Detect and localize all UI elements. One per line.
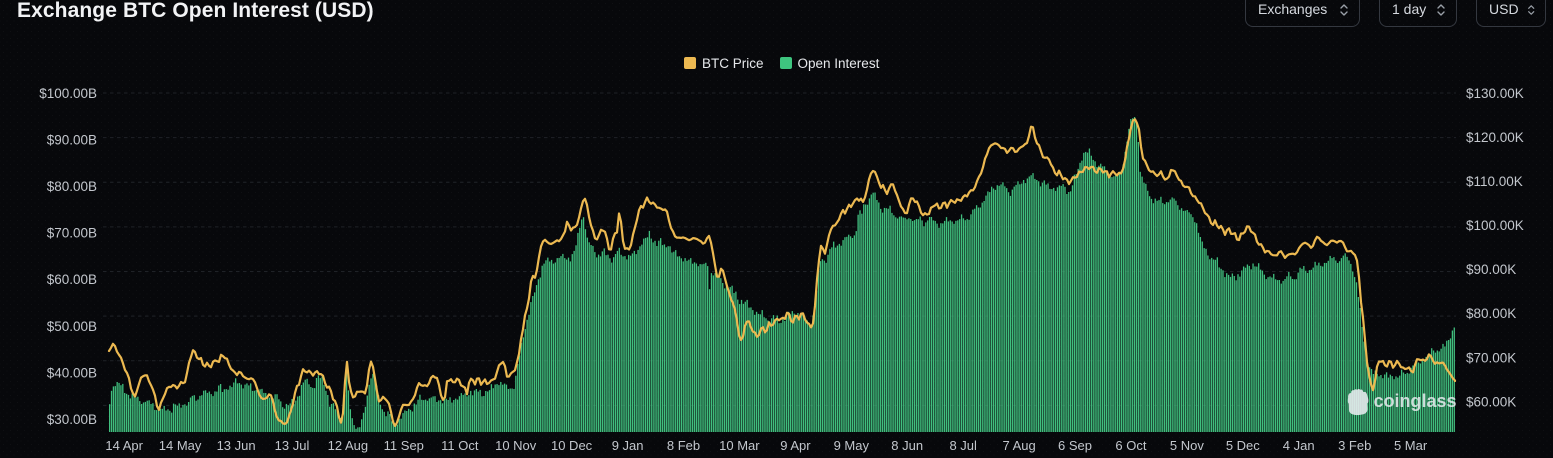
svg-text:$30.00B: $30.00B <box>47 412 97 427</box>
svg-text:$80.00K: $80.00K <box>1466 306 1516 321</box>
svg-text:coinglass: coinglass <box>1374 391 1457 411</box>
svg-text:$80.00B: $80.00B <box>47 179 97 194</box>
svg-text:8 Jun: 8 Jun <box>891 438 923 453</box>
svg-text:11 Sep: 11 Sep <box>384 438 424 453</box>
svg-text:8 Feb: 8 Feb <box>667 438 700 453</box>
svg-text:$100.00B: $100.00B <box>39 86 97 101</box>
svg-text:5 Nov: 5 Nov <box>1170 438 1204 453</box>
svg-text:$40.00B: $40.00B <box>47 365 97 380</box>
svg-text:14 Apr: 14 Apr <box>105 438 143 453</box>
svg-text:9 Apr: 9 Apr <box>780 438 811 453</box>
svg-text:$50.00B: $50.00B <box>47 319 97 334</box>
svg-text:$60.00K: $60.00K <box>1466 394 1516 409</box>
svg-text:$70.00B: $70.00B <box>47 226 97 241</box>
svg-text:4 Jan: 4 Jan <box>1283 438 1315 453</box>
svg-text:12 Aug: 12 Aug <box>328 438 369 453</box>
svg-text:9 Jan: 9 Jan <box>612 438 644 453</box>
svg-text:5 Mar: 5 Mar <box>1394 438 1428 453</box>
svg-text:$60.00B: $60.00B <box>47 272 97 287</box>
svg-text:5 Dec: 5 Dec <box>1226 438 1260 453</box>
svg-text:10 Dec: 10 Dec <box>551 438 593 453</box>
svg-text:8 Jul: 8 Jul <box>949 438 977 453</box>
svg-text:$120.00K: $120.00K <box>1466 130 1524 145</box>
svg-text:14 May: 14 May <box>159 438 202 453</box>
svg-text:$130.00K: $130.00K <box>1466 86 1524 101</box>
svg-text:7 Aug: 7 Aug <box>1002 438 1035 453</box>
svg-text:11 Oct: 11 Oct <box>441 438 479 453</box>
svg-text:10 Mar: 10 Mar <box>719 438 760 453</box>
svg-text:$70.00K: $70.00K <box>1466 350 1516 365</box>
svg-text:9 May: 9 May <box>834 438 870 453</box>
svg-text:$90.00B: $90.00B <box>47 133 97 148</box>
svg-text:$100.00K: $100.00K <box>1466 218 1524 233</box>
svg-text:10 Nov: 10 Nov <box>495 438 537 453</box>
svg-text:3 Feb: 3 Feb <box>1338 438 1371 453</box>
svg-text:6 Sep: 6 Sep <box>1058 438 1092 453</box>
svg-text:6 Oct: 6 Oct <box>1115 438 1146 453</box>
svg-text:13 Jul: 13 Jul <box>275 438 310 453</box>
svg-text:$110.00K: $110.00K <box>1466 174 1523 189</box>
svg-text:13 Jun: 13 Jun <box>217 438 256 453</box>
svg-text:$90.00K: $90.00K <box>1466 262 1516 277</box>
